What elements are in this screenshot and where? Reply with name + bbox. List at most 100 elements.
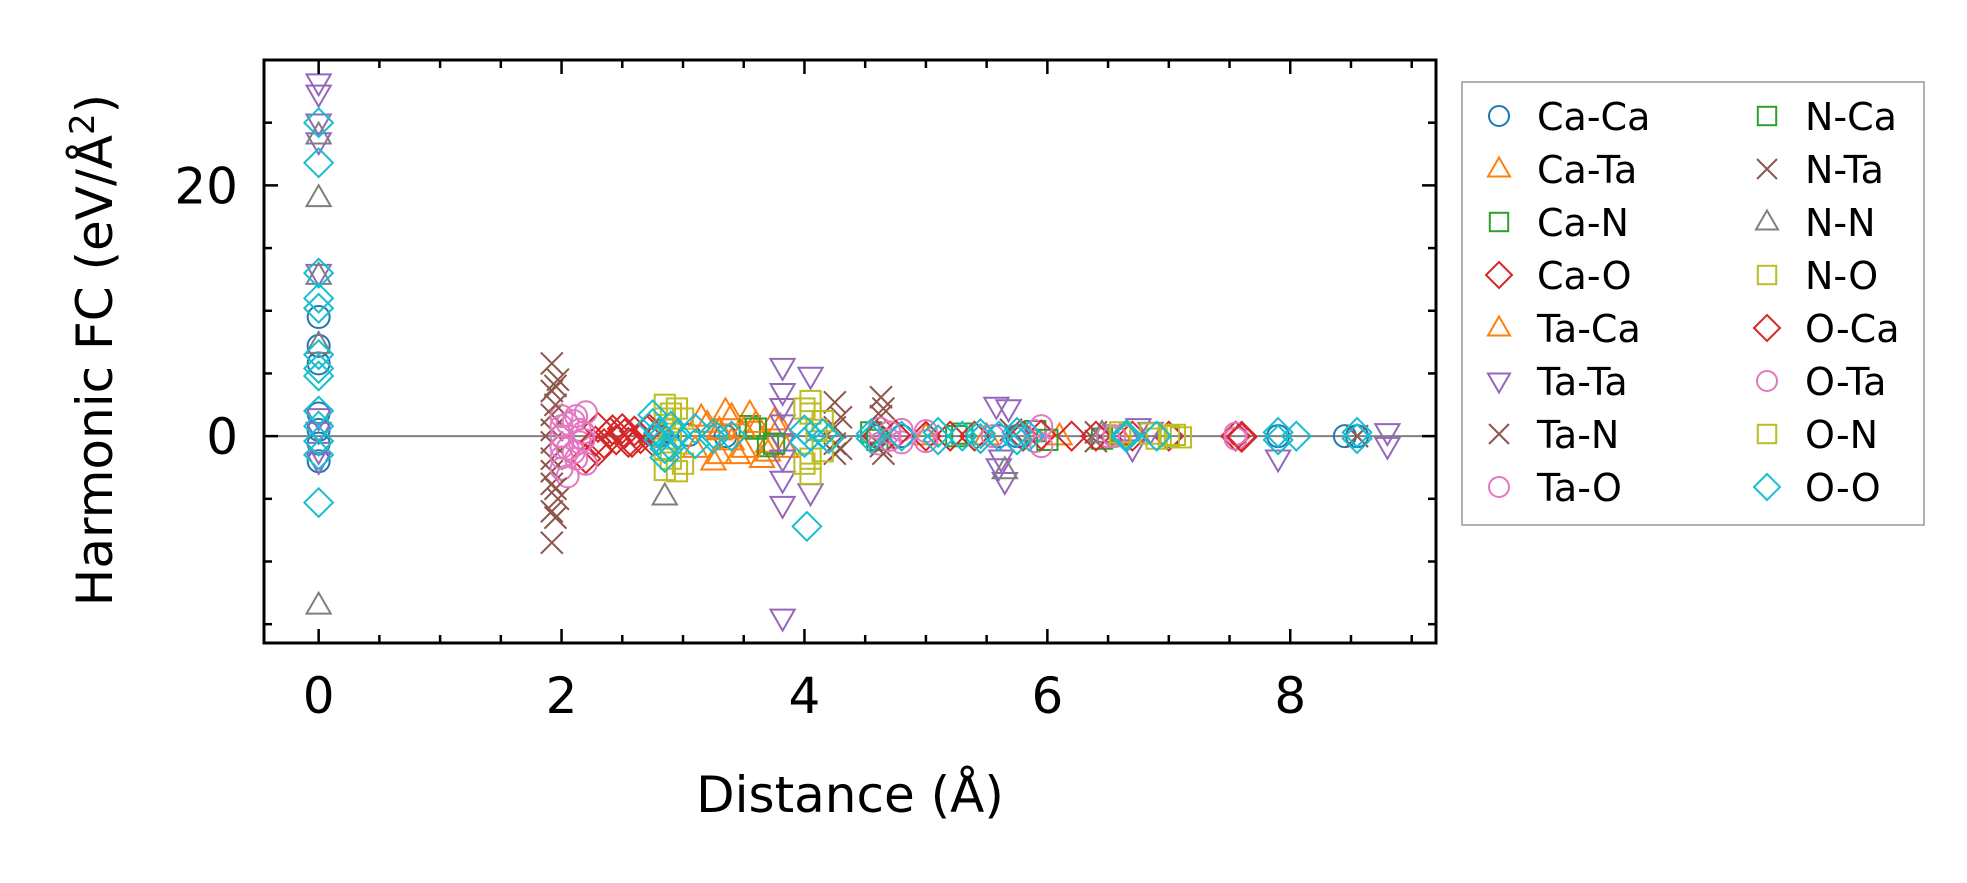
legend-marker <box>1752 313 1782 343</box>
point-ta-ta <box>982 396 1011 421</box>
point-o-o <box>946 420 979 452</box>
point-ta-o <box>567 417 592 442</box>
point-ca-ta <box>912 421 940 446</box>
point-o-o <box>643 416 675 449</box>
plot-frame <box>262 58 1438 645</box>
legend-label: O-Ca <box>1805 307 1900 351</box>
legend-label: N-N <box>1805 201 1876 245</box>
point-o-o <box>1001 424 1033 456</box>
point-o-o <box>813 422 845 455</box>
point-o-n <box>659 402 682 425</box>
point-ca-ta <box>723 440 752 465</box>
point-o-ta <box>1102 424 1127 449</box>
point-o-o <box>1001 416 1033 449</box>
point-ta-ta <box>796 366 825 391</box>
point-o-ca <box>934 420 966 452</box>
point-o-n <box>1157 425 1180 448</box>
point-ta-n <box>540 351 564 376</box>
legend-marker <box>1756 264 1778 286</box>
legend-marker <box>1756 423 1778 445</box>
legend-entry: N-Ca <box>1756 95 1897 139</box>
point-ca-o <box>1055 420 1088 452</box>
point-o-o <box>855 422 887 455</box>
point-o-o <box>1013 420 1045 452</box>
legend-label: Ca-Ca <box>1537 95 1650 139</box>
legend: Ca-Ca Ca-Ta Ca-N Ca-O Ta-Ca Ta-Ta Ta-N Ta-O N-Ca… <box>1461 81 1925 526</box>
point-o-o <box>655 410 687 442</box>
legend-entry: O-Ca <box>1752 307 1900 351</box>
point-o-o <box>791 510 823 543</box>
point-ta-ta <box>768 470 797 495</box>
legend-marker <box>1484 260 1514 290</box>
point-o-o <box>302 439 335 471</box>
point-o-o <box>1341 416 1373 449</box>
point-ta-o <box>980 424 1005 449</box>
legend-marker <box>1486 372 1512 395</box>
point-ta-ta <box>768 357 797 382</box>
point-ta-o <box>1223 426 1248 451</box>
point-ca-ta <box>772 434 801 458</box>
point-ta-ta <box>304 113 333 138</box>
point-o-o <box>1110 421 1143 454</box>
point-o-o <box>302 425 335 457</box>
point-o-o <box>302 486 335 519</box>
point-o-ta <box>571 427 596 452</box>
legend-label: N-Ta <box>1805 148 1884 192</box>
point-o-o <box>983 420 1015 452</box>
point-o-o <box>302 282 335 314</box>
legend-label: Ca-N <box>1537 201 1629 245</box>
point-ca-ta <box>760 406 788 431</box>
point-ta-n <box>823 390 847 414</box>
legend-marker <box>1756 370 1778 392</box>
point-ta-o <box>573 400 598 425</box>
point-ta-n <box>546 368 570 392</box>
point-ca-o <box>958 420 991 452</box>
point-ca-ca <box>306 351 331 376</box>
point-o-o <box>1341 422 1373 455</box>
point-o-o <box>649 432 681 465</box>
legend-label: Ta-Ta <box>1536 360 1628 404</box>
point-o-o <box>697 417 730 450</box>
legend-marker <box>1486 155 1512 178</box>
legend-marker <box>1488 211 1510 233</box>
point-o-n <box>811 440 834 463</box>
point-ta-ta <box>796 483 825 508</box>
point-n-n <box>304 590 333 615</box>
point-ta-ta <box>768 608 797 633</box>
point-ta-n <box>546 487 570 511</box>
legend-label: O-O <box>1805 466 1881 510</box>
legend-frame <box>1461 81 1925 526</box>
series-o-ta <box>555 404 1127 471</box>
point-ta-ta <box>984 458 1013 483</box>
point-ca-o <box>582 435 614 467</box>
point-ca-o <box>910 420 942 452</box>
legend-marker <box>1756 158 1778 180</box>
point-n-o <box>1145 427 1168 450</box>
point-n-o <box>799 389 822 413</box>
point-n-ca <box>744 417 767 440</box>
point-o-ca <box>608 417 641 450</box>
point-ta-ta <box>768 414 797 439</box>
point-n-ta <box>543 505 568 530</box>
point-ta-n <box>1345 424 1369 448</box>
point-ta-o <box>549 404 574 429</box>
point-n-ca <box>1036 428 1059 452</box>
point-ca-o <box>1116 420 1149 452</box>
point-ca-ca <box>306 333 331 358</box>
point-o-o <box>636 407 669 440</box>
legend-marker <box>1752 472 1782 502</box>
point-n-o <box>1163 423 1187 446</box>
x-tick-label: 8 <box>1274 667 1306 725</box>
axes: 0 2 4 6 8 0 20 <box>174 58 1438 725</box>
point-o-o <box>697 422 730 455</box>
point-ca-n <box>945 425 968 448</box>
legend-entry: Ca-Ca <box>1488 95 1650 139</box>
point-o-o <box>649 441 681 474</box>
x-tick-label: 6 <box>1031 667 1063 725</box>
x-axis-title: Distance (Å) <box>696 766 1004 824</box>
point-o-o <box>1280 420 1313 452</box>
point-n-n <box>991 455 1019 480</box>
point-ta-ta <box>304 84 333 109</box>
point-o-ca <box>616 426 648 459</box>
point-n-o <box>799 402 822 425</box>
